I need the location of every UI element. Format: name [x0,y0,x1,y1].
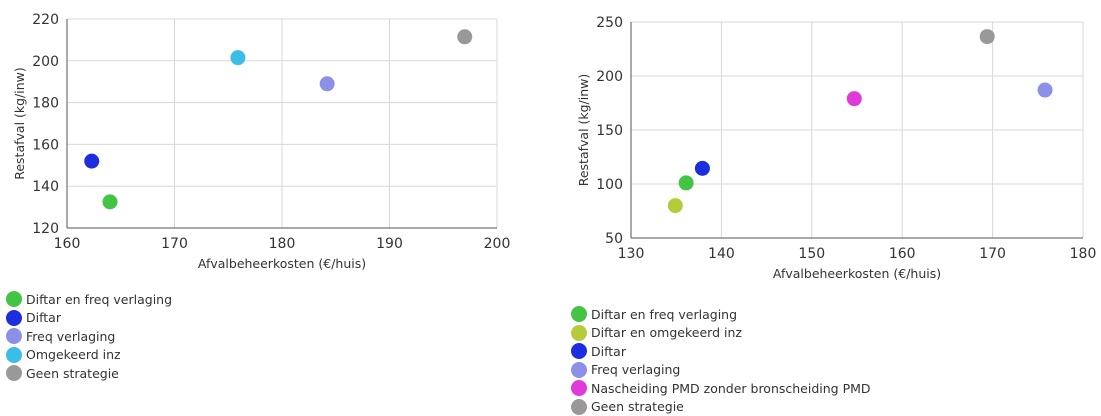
y-axis-title: Restafval (kg/inw) [576,74,591,187]
y-tick-label: 250 [596,15,623,31]
legend-label: Diftar [591,344,626,359]
scatter-point [230,50,245,65]
scatter-point [103,194,118,209]
x-tick-label: 170 [979,246,1006,262]
y-tick-label: 50 [605,231,623,247]
y-tick-label: 160 [32,137,59,153]
legend-marker-icon [6,328,22,344]
legend-item[interactable]: Diftar [571,342,871,361]
y-tick-label: 180 [32,96,59,112]
legend-marker-icon [6,365,22,381]
legend-item[interactable]: Freq verlaging [6,327,172,346]
y-axis-title: Restafval (kg/inw) [12,67,27,180]
legend-marker-icon [571,399,587,415]
legend-item[interactable]: Freq verlaging [571,361,871,380]
legend-chart-2: Diftar en freq verlaging Diftar en omgeke… [571,305,871,416]
y-tick-label: 150 [596,123,623,139]
legend-item[interactable]: Nascheiding PMD zonder bronscheiding PMD [571,379,871,398]
scatter-point [695,161,710,176]
legend-item[interactable]: Diftar en omgekeerd inz [571,324,871,343]
legend-marker-icon [571,306,587,322]
legend-label: Diftar en omgekeerd inz [591,325,742,340]
legend-item[interactable]: Diftar [6,309,172,328]
x-tick-label: 190 [376,236,403,252]
legend-marker-icon [6,310,22,326]
legend-item[interactable]: Geen strategie [571,398,871,416]
scatter-point [1038,83,1053,98]
legend-label: Omgekeerd inz [26,347,121,362]
x-axis-title: Afvalbeheerkosten (€/huis) [773,266,941,281]
legend-marker-icon [6,347,22,363]
y-tick-label: 120 [32,221,59,237]
legend-marker-icon [571,343,587,359]
legend-marker-icon [571,380,587,396]
x-axis-title: Afvalbeheerkosten (€/huis) [198,256,366,271]
legend-label: Diftar [26,310,61,325]
legend-label: Geen strategie [591,399,684,414]
scatter-point [847,91,862,106]
x-tick-label: 160 [889,246,916,262]
scatter-point [980,29,995,44]
legend-item[interactable]: Omgekeerd inz [6,346,172,365]
y-tick-label: 200 [32,54,59,70]
x-tick-label: 180 [269,236,296,252]
y-tick-label: 140 [32,179,59,195]
legend-marker-icon [6,291,22,307]
scatter-point [84,154,99,169]
legend-marker-icon [571,362,587,378]
scatter-point [668,198,683,213]
legend-marker-icon [571,325,587,341]
legend-label: Nascheiding PMD zonder bronscheiding PMD [591,381,871,396]
legend-label: Freq verlaging [26,329,115,344]
x-tick-label: 140 [708,246,735,262]
y-tick-label: 100 [596,177,623,193]
y-tick-label: 220 [32,12,59,28]
legend-label: Diftar en freq verlaging [26,292,172,307]
legend-label: Freq verlaging [591,362,680,377]
scatter-point [320,76,335,91]
x-tick-label: 170 [161,236,188,252]
x-tick-label: 130 [618,246,645,262]
x-tick-label: 200 [484,236,511,252]
legend-chart-1: Diftar en freq verlaging Diftar Freq verla… [6,290,172,383]
scatter-point [457,29,472,44]
y-tick-label: 200 [596,69,623,85]
scatter-point [679,175,694,190]
legend-label: Geen strategie [26,366,119,381]
legend-item[interactable]: Geen strategie [6,364,172,383]
legend-item[interactable]: Diftar en freq verlaging [571,305,871,324]
legend-label: Diftar en freq verlaging [591,307,737,322]
x-tick-label: 180 [1070,246,1097,262]
legend-item[interactable]: Diftar en freq verlaging [6,290,172,309]
x-tick-label: 160 [54,236,81,252]
x-tick-label: 150 [798,246,825,262]
